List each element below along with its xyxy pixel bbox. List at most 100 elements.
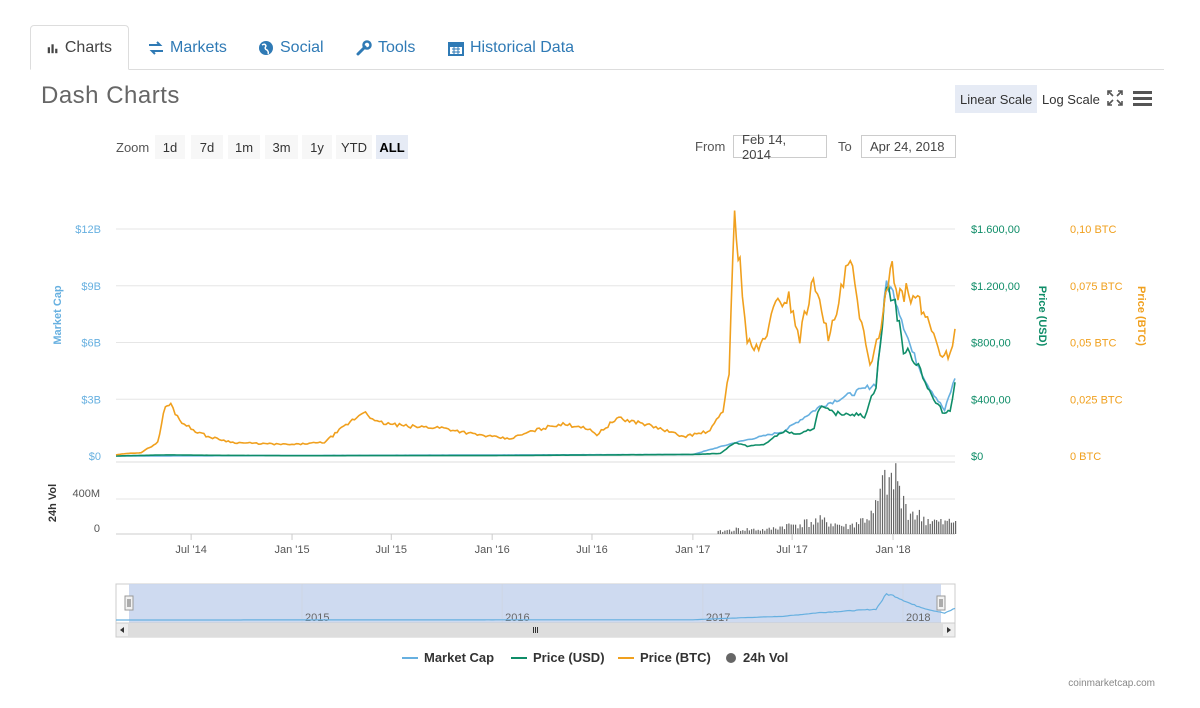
- x-tick-label: Jan '17: [675, 544, 710, 556]
- tab-social[interactable]: Social: [242, 25, 340, 70]
- volume-bar: [948, 518, 950, 534]
- scroll-left-arrow[interactable]: [120, 627, 124, 633]
- volume-bar: [817, 522, 819, 534]
- price-usd-tick-label: $800,00: [971, 338, 1011, 350]
- tab-charts[interactable]: Charts: [30, 25, 129, 70]
- volume-bar: [810, 522, 812, 534]
- volume-bar: [790, 524, 792, 534]
- scroll-right-arrow[interactable]: [947, 627, 951, 633]
- navigator-handle[interactable]: [936, 595, 946, 611]
- legend-24h-vol[interactable]: 24h Vol: [725, 650, 788, 665]
- volume-bar: [806, 519, 808, 534]
- volume-bar: [938, 521, 940, 534]
- market-cap-tick-label: $9B: [81, 281, 101, 293]
- volume-bar: [830, 523, 832, 534]
- zoom-label: Zoom: [116, 140, 150, 155]
- zoom-7d-button[interactable]: 7d: [191, 135, 223, 159]
- volume-bar: [777, 529, 779, 534]
- tab-label: Tools: [378, 38, 416, 56]
- volume-bar: [903, 495, 905, 534]
- price-btc-tick-label: 0,10 BTC: [1070, 224, 1117, 236]
- price-btc-axis-title: Price (BTC): [1135, 286, 1147, 346]
- zoom-1m-button[interactable]: 1m: [228, 135, 260, 159]
- volume-bar: [722, 531, 724, 534]
- legend-swatch-price-usd: [511, 656, 527, 659]
- zoom-3m-button[interactable]: 3m: [265, 135, 298, 159]
- volume-bar: [895, 463, 897, 534]
- volume-bar: [950, 522, 952, 534]
- volume-bar: [737, 528, 739, 534]
- to-date-input[interactable]: Apr 24, 2018: [861, 135, 956, 158]
- volume-bar: [914, 519, 916, 534]
- volume-bar: [815, 518, 817, 534]
- volume-bar: [768, 527, 770, 534]
- volume-tick-label: 400M: [72, 488, 100, 500]
- zoom-ytd-button[interactable]: YTD: [336, 135, 372, 159]
- volume-bar: [838, 524, 841, 534]
- from-label: From: [695, 139, 726, 154]
- volume-bar: [832, 526, 834, 534]
- tab-tools[interactable]: Tools: [340, 25, 431, 70]
- legend-market-cap[interactable]: Market Cap: [402, 650, 494, 665]
- market-cap-tick-label: $0: [89, 451, 101, 463]
- volume-bar: [921, 521, 923, 534]
- price-usd-tick-label: $1.600,00: [971, 224, 1020, 236]
- volume-bar: [717, 530, 719, 534]
- legend-price-usd[interactable]: Price (USD): [511, 650, 605, 665]
- volume-bar: [795, 524, 797, 534]
- volume-bar: [819, 515, 821, 534]
- legend-price-btc[interactable]: Price (BTC): [618, 650, 711, 665]
- navigator-selection: [129, 584, 941, 623]
- volume-bar: [792, 524, 794, 534]
- volume-bar: [755, 530, 757, 534]
- volume-bar: [757, 529, 759, 534]
- market-cap-tick-label: $12B: [75, 224, 101, 236]
- legend-swatch-market-cap: [402, 656, 418, 659]
- volume-bar: [775, 528, 777, 534]
- x-tick-label: Jul '14: [175, 544, 206, 556]
- volume-bar: [748, 530, 750, 534]
- volume-bar: [788, 523, 790, 534]
- legend-label: 24h Vol: [743, 650, 789, 665]
- chart-legend: Market Cap Price (USD) Price (BTC) 24h V…: [0, 650, 1075, 670]
- volume-bar: [841, 525, 843, 534]
- volume-bar: [866, 519, 868, 534]
- volume-bar: [742, 530, 744, 534]
- linear-scale-button[interactable]: Linear Scale: [955, 85, 1038, 113]
- tab-markets[interactable]: Markets: [132, 25, 243, 70]
- tab-label: Historical Data: [470, 38, 575, 56]
- navigator-handle[interactable]: [124, 595, 134, 611]
- volume-bar: [764, 530, 766, 534]
- zoom-1y-button[interactable]: 1y: [302, 135, 332, 159]
- volume-bar: [955, 521, 957, 534]
- volume-bar: [942, 524, 944, 534]
- volume-bar: [812, 524, 815, 534]
- from-date-input[interactable]: Feb 14, 2014: [733, 132, 827, 162]
- volume-bar: [746, 528, 748, 534]
- volume-bar: [733, 530, 735, 534]
- zoom-1d-button[interactable]: 1d: [155, 135, 185, 159]
- wrench-icon: [356, 39, 372, 55]
- volume-bar: [860, 518, 862, 534]
- price-btc-tick-label: 0,025 BTC: [1070, 394, 1123, 406]
- volume-bar: [808, 527, 810, 534]
- volume-bar: [893, 489, 895, 534]
- zoom-all-button[interactable]: ALL: [376, 135, 408, 159]
- log-scale-button[interactable]: Log Scale: [1042, 91, 1100, 107]
- x-tick-label: Jul '16: [576, 544, 607, 556]
- volume-bar: [923, 516, 925, 534]
- volume-bar: [858, 524, 860, 534]
- bar-chart-icon: [47, 43, 58, 53]
- volume-bar: [751, 529, 753, 534]
- volume-bar: [927, 519, 929, 534]
- legend-swatch-price-btc: [618, 656, 634, 659]
- menu-icon[interactable]: [1133, 90, 1152, 106]
- price-usd-tick-label: $0: [971, 451, 983, 463]
- volume-bar: [879, 488, 881, 534]
- volume-bar: [888, 477, 890, 534]
- tab-historical-data[interactable]: Historical Data: [432, 25, 590, 70]
- volume-bar: [936, 520, 938, 534]
- fullscreen-icon[interactable]: [1107, 90, 1123, 106]
- credit-link[interactable]: coinmarketcap.com: [1068, 678, 1155, 689]
